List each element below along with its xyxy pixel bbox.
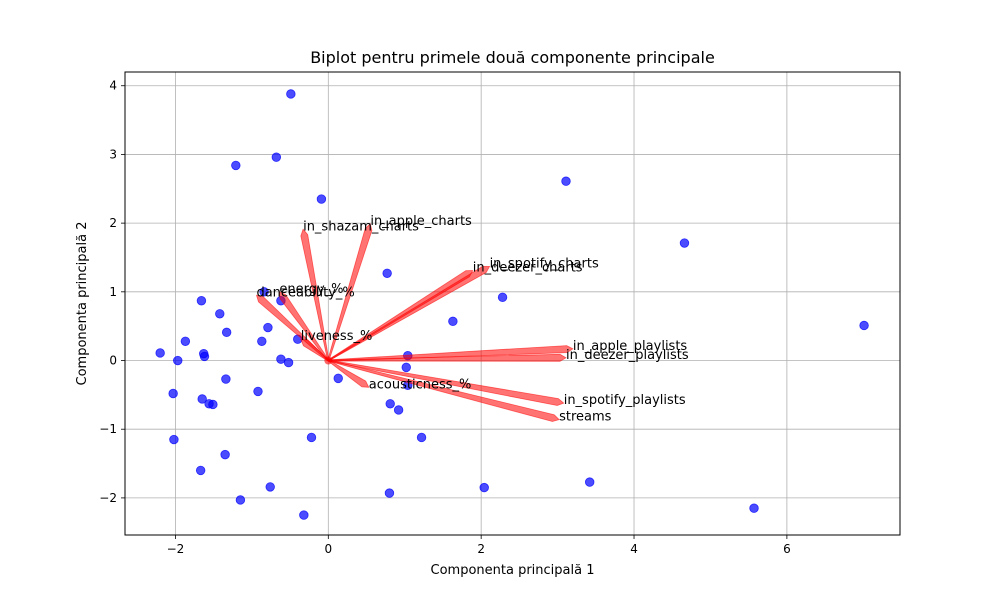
- score-point: [401, 362, 411, 373]
- x-tick-label: 6: [783, 542, 791, 556]
- score-point: [306, 432, 317, 443]
- score-point: [333, 373, 343, 384]
- score-point: [271, 152, 282, 162]
- x-axis-ticks: −2 0 2 4 6: [167, 535, 791, 556]
- y-tick-label: −2: [99, 491, 117, 505]
- score-point: [265, 482, 275, 492]
- x-tick-label: −2: [167, 542, 185, 556]
- score-point: [448, 316, 458, 327]
- score-point: [173, 355, 183, 366]
- loading-label: in_spotify_playlists: [564, 393, 686, 408]
- score-point: [561, 176, 571, 186]
- score-point: [197, 394, 207, 404]
- grid-lines: [125, 72, 900, 535]
- x-axis-label: Componenta principală 1: [431, 563, 595, 578]
- loading-label: in_spotify_charts: [490, 256, 599, 271]
- y-tick-label: 3: [109, 147, 117, 161]
- score-point: [199, 351, 210, 362]
- loading-label: in_deezer_charts: [473, 261, 583, 276]
- score-point: [195, 465, 206, 476]
- score-point: [749, 503, 759, 513]
- score-point: [253, 386, 263, 397]
- score-point: [231, 160, 241, 171]
- loading-label: danceability_%: [256, 285, 354, 300]
- y-axis-ticks: −2 −1 0 1 2 3 4: [99, 79, 125, 505]
- score-point: [393, 405, 404, 415]
- arrow-origin-marker: [324, 356, 333, 365]
- y-tick-label: 1: [109, 285, 117, 299]
- loading-label: energy_%: [279, 282, 343, 297]
- score-point: [497, 292, 508, 303]
- score-point: [180, 336, 191, 346]
- score-point: [283, 357, 294, 368]
- y-tick-label: −1: [99, 422, 117, 436]
- score-point: [208, 399, 218, 410]
- score-points: [155, 89, 869, 520]
- score-point: [299, 510, 309, 520]
- score-point: [221, 374, 231, 384]
- score-point: [385, 399, 395, 409]
- loading-label: acousticness_%: [369, 377, 472, 392]
- loading-arrows: [255, 223, 574, 422]
- y-tick-label: 0: [109, 354, 117, 368]
- loading-label: liveness_%: [301, 329, 373, 344]
- score-point: [221, 327, 232, 338]
- loading-label: in_shazam_charts: [303, 219, 419, 234]
- y-axis-label: Componenta principală 2: [75, 222, 90, 386]
- score-point: [276, 354, 286, 364]
- score-point: [168, 388, 178, 399]
- x-tick-label: 4: [630, 542, 638, 556]
- score-point: [215, 309, 225, 319]
- score-point: [263, 322, 273, 333]
- x-tick-label: 2: [477, 542, 485, 556]
- score-point: [679, 238, 690, 248]
- score-point: [196, 296, 207, 306]
- score-point: [859, 320, 869, 331]
- score-point: [235, 495, 246, 505]
- score-point: [384, 488, 395, 498]
- y-tick-label: 2: [109, 216, 117, 230]
- score-point: [220, 449, 230, 460]
- chart-title: Biplot pentru primele două componente pr…: [310, 48, 715, 67]
- score-point: [286, 89, 296, 99]
- score-point: [584, 477, 595, 487]
- y-tick-label: 4: [109, 79, 117, 93]
- loading-label: streams: [559, 410, 612, 425]
- score-point: [416, 432, 427, 443]
- score-point: [257, 336, 267, 346]
- score-point: [169, 434, 179, 445]
- score-point: [382, 268, 392, 278]
- loading-label: in_apple_playlists: [573, 339, 688, 354]
- score-point: [316, 194, 327, 204]
- x-tick-label: 0: [324, 542, 332, 556]
- score-point: [155, 348, 165, 358]
- plot-frame: [124, 71, 901, 536]
- score-point: [479, 482, 489, 493]
- loading-label: in_apple_charts: [370, 214, 472, 229]
- loading-label: in_deezer_playlists: [566, 348, 689, 363]
- score-point: [259, 287, 269, 297]
